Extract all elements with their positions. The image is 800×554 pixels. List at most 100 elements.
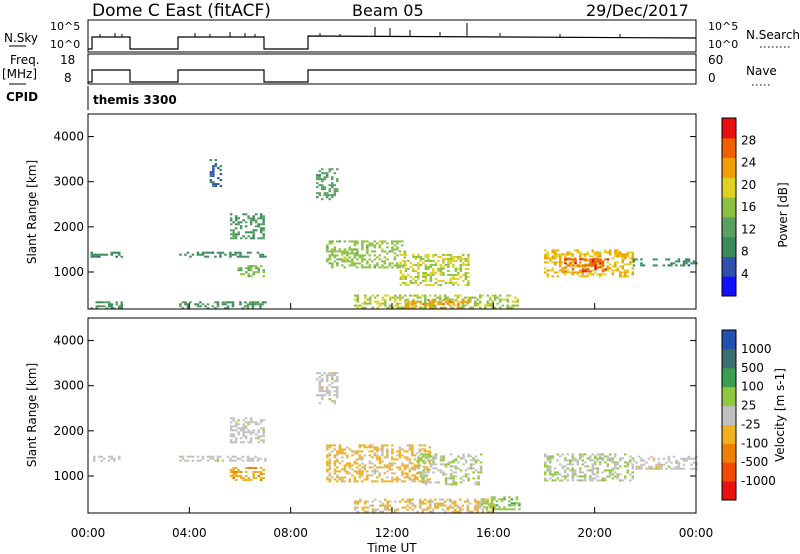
velocity-cell <box>416 510 419 513</box>
velocity-cell <box>424 461 428 464</box>
power-cell <box>115 251 118 254</box>
velocity-cell <box>414 504 417 507</box>
velocity-cell <box>403 466 407 469</box>
velocity-cell <box>467 479 470 482</box>
velocity-cell <box>576 475 579 478</box>
power-colorbar-swatch <box>722 276 736 297</box>
velocity-cell <box>336 454 339 457</box>
power-cell <box>212 165 215 168</box>
time-axis-tick-label: 12:00 <box>375 526 410 540</box>
velocity-cell <box>242 429 245 432</box>
velocity-cell <box>381 478 384 481</box>
power-cell <box>239 227 243 230</box>
power-cell <box>424 259 428 262</box>
power-ylabel: Slant Range [km] <box>25 160 39 264</box>
power-cell <box>234 219 238 222</box>
power-cell <box>254 225 258 228</box>
velocity-cell <box>252 475 255 477</box>
power-cell <box>631 273 634 276</box>
power-cell <box>110 251 113 254</box>
power-cell <box>326 244 329 247</box>
power-cell <box>581 253 584 256</box>
power-cell <box>452 275 455 278</box>
power-cell <box>474 302 477 305</box>
power-cell <box>262 271 265 274</box>
power-cell <box>331 266 334 269</box>
velocity-cell <box>179 459 182 462</box>
velocity-cell <box>486 510 489 513</box>
velocity-cell <box>356 510 359 513</box>
power-colorbar-tick: 16 <box>741 200 756 214</box>
velocity-cell <box>361 508 364 511</box>
power-cell <box>381 264 384 267</box>
velocity-cell <box>237 475 240 477</box>
velocity-echo-region <box>229 417 265 444</box>
velocity-cell <box>371 456 374 459</box>
power-cell <box>259 307 262 310</box>
power-cell <box>437 267 440 270</box>
power-cell <box>371 250 374 253</box>
power-cell <box>551 261 554 264</box>
power-cell <box>214 183 218 186</box>
velocity-cell <box>328 472 332 475</box>
power-cell <box>544 257 547 260</box>
power-cell <box>576 273 579 276</box>
power-cell <box>90 253 93 256</box>
power-cell <box>514 296 517 299</box>
power-cell <box>366 298 369 301</box>
velocity-cell <box>321 378 324 381</box>
power-cell <box>391 240 394 243</box>
velocity-colorbar-tick: 1000 <box>741 342 772 356</box>
velocity-cell <box>346 462 349 465</box>
power-cell <box>262 233 265 236</box>
velocity-cell <box>394 510 397 513</box>
velocity-cell <box>373 472 377 475</box>
velocity-cell <box>98 455 101 458</box>
power-cell <box>594 251 597 254</box>
velocity-cell <box>515 498 519 501</box>
velocity-cell <box>454 457 458 460</box>
time-axis-label: Time UT <box>366 541 417 554</box>
velocity-cell <box>444 481 448 484</box>
velocity-cell <box>549 467 552 470</box>
power-cell <box>363 240 367 243</box>
velocity-cell <box>629 479 632 482</box>
power-cell <box>328 188 331 191</box>
power-cell <box>432 269 435 272</box>
velocity-cell <box>454 459 458 462</box>
velocity-cell <box>353 450 357 453</box>
power-cell <box>396 254 399 257</box>
date-title: 29/Dec/2017 <box>586 1 689 20</box>
velocity-cell <box>374 508 377 511</box>
velocity-cell <box>234 479 238 481</box>
power-cell <box>599 262 602 265</box>
velocity-cell <box>485 508 489 511</box>
velocity-cell <box>427 453 430 456</box>
power-cell <box>404 269 408 272</box>
power-cell <box>424 279 428 282</box>
velocity-cell <box>328 392 331 395</box>
power-cell <box>459 267 463 270</box>
power-cell <box>328 190 331 193</box>
velocity-cell <box>346 454 349 457</box>
velocity-cell <box>571 453 574 456</box>
velocity-cell <box>199 459 202 462</box>
velocity-cell <box>434 481 438 484</box>
velocity-cell <box>381 448 384 451</box>
velocity-cell <box>371 480 374 483</box>
power-cell <box>449 281 453 284</box>
velocity-cell <box>422 461 425 464</box>
velocity-cell <box>361 506 364 509</box>
velocity-cell <box>564 469 567 472</box>
velocity-cell <box>451 506 454 509</box>
velocity-cell <box>381 452 384 455</box>
velocity-cell <box>389 504 392 507</box>
power-cell <box>252 217 255 220</box>
velocity-cell <box>326 448 329 451</box>
velocity-cell <box>328 458 332 461</box>
velocity-cell <box>413 468 417 471</box>
power-cell <box>259 303 262 306</box>
power-cell <box>354 294 357 297</box>
velocity-cell <box>361 450 364 453</box>
power-cell <box>459 294 462 297</box>
